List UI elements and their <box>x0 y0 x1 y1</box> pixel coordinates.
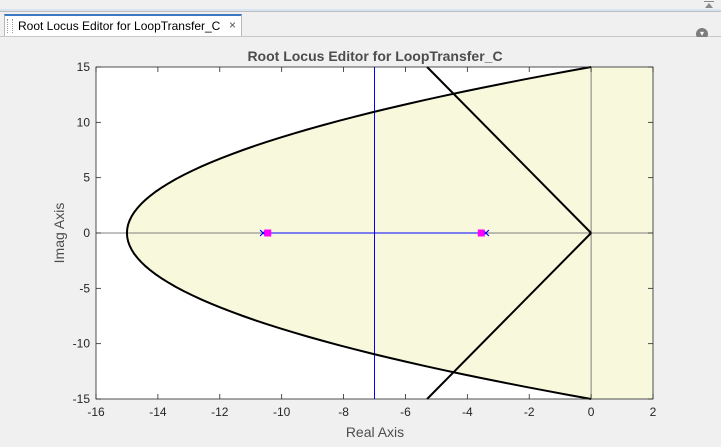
y-tick-label: -15 <box>73 392 91 406</box>
tab-label: Root Locus Editor for LoopTransfer_C <box>18 19 221 33</box>
tab-grip-icon[interactable] <box>7 19 13 33</box>
y-tick-label: -10 <box>73 337 91 351</box>
x-tick-label: -12 <box>211 405 229 419</box>
y-tick-label: 10 <box>77 115 91 129</box>
damping-bound-line <box>426 232 592 400</box>
x-tick-label: -4 <box>462 405 473 419</box>
x-tick-label: -16 <box>87 405 105 419</box>
natural-frequency-bound <box>125 66 592 400</box>
pole-markers[interactable] <box>259 229 490 237</box>
plot-panel: -16 -14 -12 -10 -8 -6 -4 -2 0 2 15 10 5 0 -5 -10 -15 Roo… <box>0 37 721 442</box>
x-tick-label: -2 <box>524 405 535 419</box>
close-icon[interactable]: × <box>229 18 237 32</box>
x-tick-label: -8 <box>338 405 349 419</box>
closed-loop-pole-marker[interactable] <box>477 229 485 237</box>
x-tick-label: -6 <box>400 405 411 419</box>
x-tick-label: -14 <box>149 405 167 419</box>
x-tick-label: 2 <box>650 405 657 419</box>
window-top-strip <box>0 0 721 12</box>
document-tab-bar: Root Locus Editor for LoopTransfer_C × ▾ <box>0 12 721 40</box>
root-locus-plot[interactable]: -16 -14 -12 -10 -8 -6 -4 -2 0 2 15 10 5 0 -5 -10 -15 Roo… <box>0 37 721 442</box>
x-axis-label: Real Axis <box>346 424 404 440</box>
y-axis-label: Imag Axis <box>51 203 67 264</box>
collapse-up-icon[interactable] <box>702 0 716 10</box>
design-constraint-lines[interactable] <box>125 66 592 400</box>
x-tick-label: 0 <box>588 405 595 419</box>
axis-ticks: -16 -14 -12 -10 -8 -6 -4 -2 0 2 15 10 5 0 -5 -10 -15 <box>73 60 657 419</box>
damping-bound-line <box>426 66 592 234</box>
x-tick-label: -10 <box>273 405 291 419</box>
closed-loop-pole-marker[interactable] <box>264 229 272 237</box>
root-locus-branches <box>263 67 486 399</box>
top-accent-line <box>0 9 721 11</box>
chart-title: Root Locus Editor for LoopTransfer_C <box>247 48 502 64</box>
y-tick-label: 15 <box>77 60 91 74</box>
y-tick-label: 0 <box>83 226 90 240</box>
tab-root-locus-editor[interactable]: Root Locus Editor for LoopTransfer_C × <box>4 14 242 36</box>
y-tick-label: -5 <box>79 281 90 295</box>
y-tick-label: 5 <box>83 171 90 185</box>
